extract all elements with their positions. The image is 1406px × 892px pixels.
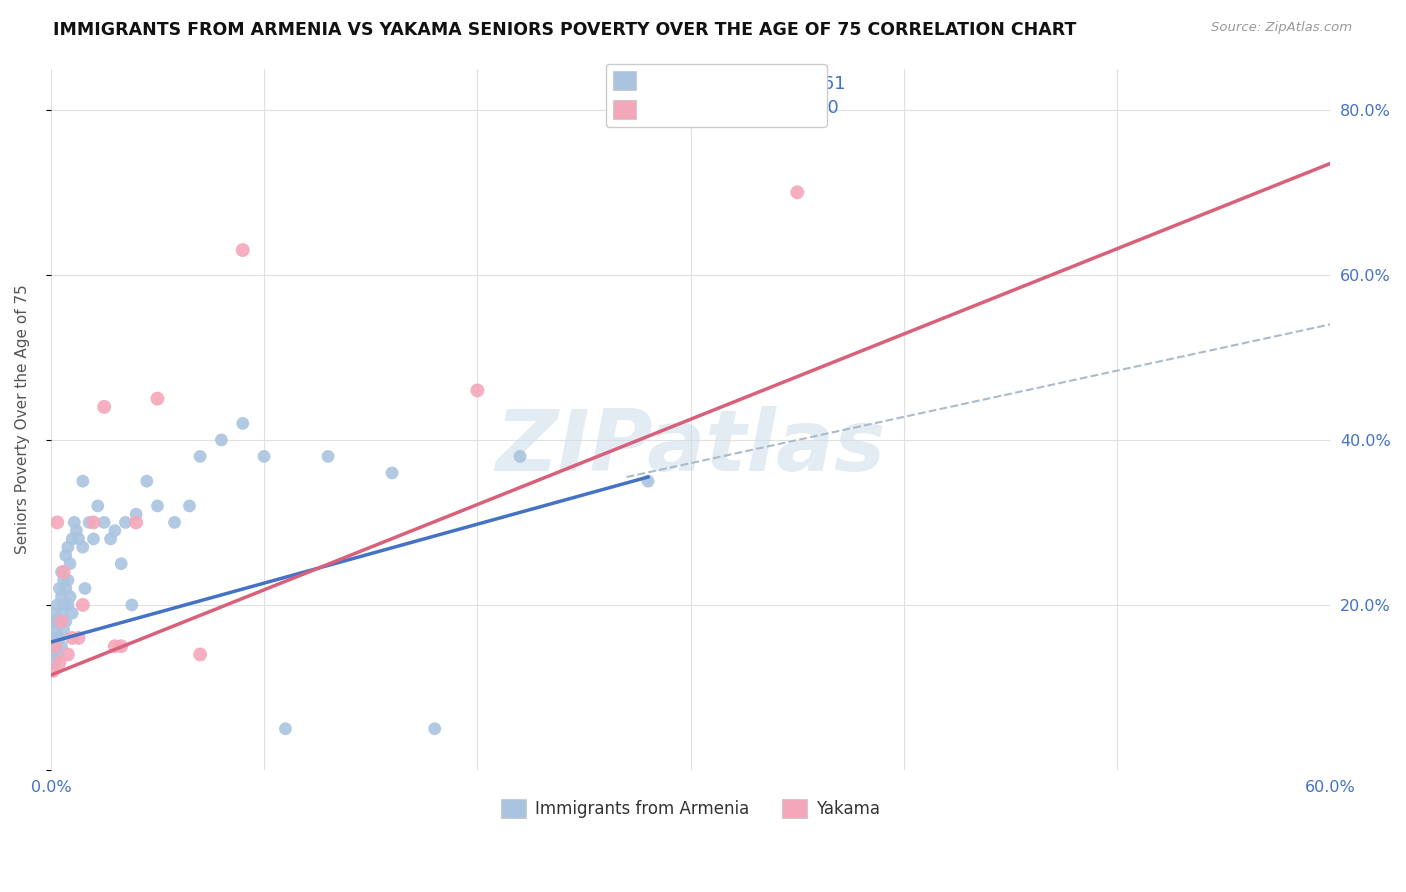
Point [44,639,66,653]
Point [51,590,73,604]
Point [55,615,77,629]
Point [56,598,79,612]
Point [637,474,659,488]
Point [44,656,66,670]
Point [423,722,446,736]
Point [82,532,104,546]
Point [467,384,489,398]
Point [42,631,65,645]
Point [87,499,110,513]
Point [209,433,232,447]
Point [46,648,69,662]
Point [48,631,70,645]
Point [60,532,83,546]
Point [100,532,122,546]
Point [42,615,65,629]
Text: 61: 61 [817,76,845,94]
Point [67,532,90,546]
Y-axis label: Seniors Poverty Over the Age of 75: Seniors Poverty Over the Age of 75 [15,285,30,554]
Point [82,516,104,530]
Point [93,516,115,530]
Point [72,540,94,554]
Point [125,516,148,530]
Point [163,516,186,530]
Point [60,606,83,620]
Point [48,615,70,629]
Text: R =: R = [644,99,682,117]
Text: R =: R = [644,76,682,94]
Point [67,631,90,645]
Point [232,243,254,257]
Point [56,540,79,554]
Text: ZIPatlas: ZIPatlas [495,406,886,489]
Point [232,417,254,431]
Point [46,631,69,645]
Text: N =: N = [749,99,807,117]
Point [121,598,143,612]
Point [104,639,127,653]
Point [48,656,70,670]
Point [59,590,82,604]
Point [786,186,808,200]
Point [56,573,79,587]
Point [42,648,65,662]
Point [44,606,66,620]
Point [104,524,127,538]
Point [125,507,148,521]
Point [509,450,531,464]
Point [188,450,211,464]
Point [52,598,75,612]
Point [52,573,75,587]
Point [253,450,276,464]
Point [51,615,73,629]
Point [179,499,201,513]
Point [51,565,73,579]
Point [52,565,75,579]
Point [381,466,404,480]
Text: 0.441: 0.441 [689,76,741,94]
Text: N =: N = [749,76,807,94]
Point [65,524,87,538]
Point [110,557,132,571]
Point [44,623,66,637]
Point [60,631,83,645]
Point [274,722,297,736]
Point [46,615,69,629]
Point [52,623,75,637]
Point [42,664,65,678]
Point [72,474,94,488]
Point [114,516,136,530]
Point [63,516,86,530]
Point [55,582,77,596]
Point [51,639,73,653]
Text: 20: 20 [817,99,839,117]
Point [51,606,73,620]
Text: 0.614: 0.614 [689,99,741,117]
Point [146,499,169,513]
Point [46,516,69,530]
Point [93,400,115,414]
Point [316,450,339,464]
Point [59,557,82,571]
Point [46,598,69,612]
Point [44,639,66,653]
Text: Source: ZipAtlas.com: Source: ZipAtlas.com [1212,21,1353,34]
Legend: Immigrants from Armenia, Yakama: Immigrants from Armenia, Yakama [495,793,886,825]
Point [56,648,79,662]
Point [73,582,96,596]
Point [48,582,70,596]
Point [110,639,132,653]
Point [77,516,100,530]
Point [188,648,211,662]
Text: IMMIGRANTS FROM ARMENIA VS YAKAMA SENIORS POVERTY OVER THE AGE OF 75 CORRELATION: IMMIGRANTS FROM ARMENIA VS YAKAMA SENIOR… [53,21,1077,38]
Point [55,549,77,563]
Point [146,392,169,406]
Point [135,474,157,488]
Point [72,598,94,612]
